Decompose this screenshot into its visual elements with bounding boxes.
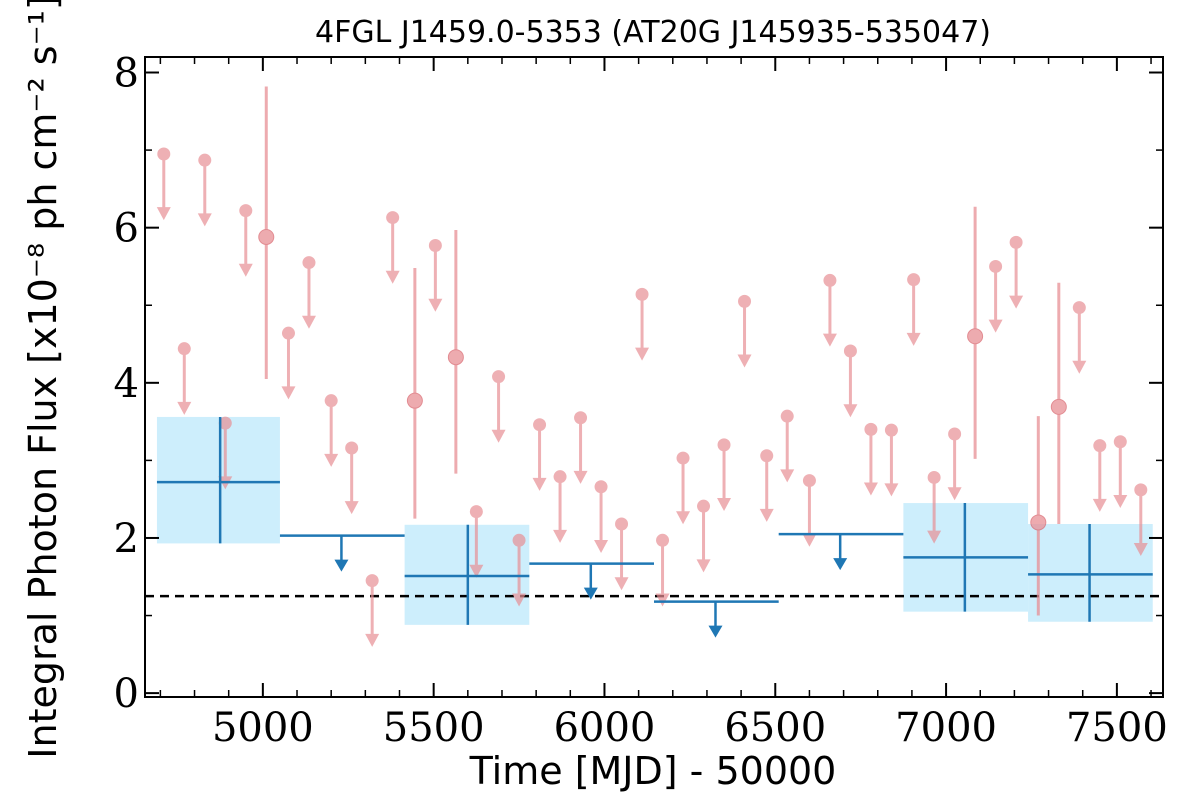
monthly-upper-limit-7 bbox=[324, 394, 339, 467]
monthly-upper-limit-25 bbox=[737, 294, 752, 368]
monthly-upper-limit-34 bbox=[927, 470, 942, 544]
monthly-upper-limit-5 bbox=[281, 326, 296, 400]
y-tick-label-1: 2 bbox=[114, 516, 139, 562]
yearly-upper-limit-3 bbox=[778, 532, 904, 571]
monthly-upper-limit-24 bbox=[717, 438, 732, 512]
monthly-upper-limit-35 bbox=[947, 427, 962, 501]
monthly-upper-limit-33 bbox=[906, 273, 921, 346]
monthly-detection-3 bbox=[967, 206, 984, 459]
x-ticks: 5000 5500 6000 6500 7000 7500 bbox=[159, 57, 1168, 751]
monthly-detection-5 bbox=[1050, 282, 1067, 525]
monthly-upper-limit-29 bbox=[822, 273, 837, 347]
monthly-upper-limit-16 bbox=[553, 470, 568, 543]
monthly-upper-limit-20 bbox=[635, 287, 650, 361]
monthly-detection-4 bbox=[1030, 416, 1047, 616]
monthly-upper-limit-10 bbox=[385, 211, 400, 284]
x-tick-label-5: 7500 bbox=[1066, 705, 1168, 751]
monthly-upper-limit-17 bbox=[573, 411, 588, 484]
monthly-upper-limit-9 bbox=[365, 574, 380, 647]
yearly-detection-0 bbox=[156, 416, 280, 544]
y-tick-label-0: 0 bbox=[114, 671, 139, 717]
monthly-upper-limit-30 bbox=[843, 344, 858, 418]
x-tick-label-2: 6000 bbox=[554, 705, 656, 751]
monthly-upper-limit-38 bbox=[1072, 301, 1087, 374]
yearly-upper-limit-0 bbox=[279, 534, 405, 572]
y-tick-label-2: 4 bbox=[114, 361, 139, 407]
monthly-upper-limit-6 bbox=[301, 256, 316, 329]
monthly-upper-limit-13 bbox=[491, 370, 506, 443]
axes-frame bbox=[144, 56, 1164, 698]
yearly-detection-3 bbox=[1028, 524, 1153, 622]
monthly-upper-limit-8 bbox=[344, 441, 359, 515]
plot-area bbox=[145, 86, 1163, 647]
monthly-upper-limit-0 bbox=[156, 147, 171, 221]
monthly-upper-limit-28 bbox=[802, 474, 817, 547]
monthly-upper-limit-2 bbox=[197, 153, 212, 227]
x-tick-label-0: 5000 bbox=[212, 705, 314, 751]
monthly-detection-1 bbox=[406, 268, 423, 519]
monthly-upper-limit-23 bbox=[696, 499, 711, 573]
monthly-upper-limit-39 bbox=[1092, 439, 1107, 512]
yearly-upper-limit-2 bbox=[654, 600, 779, 638]
monthly-upper-limit-21 bbox=[655, 533, 670, 607]
chart-title: 4FGL J1459.0-5353 (AT20G J145935-535047) bbox=[315, 15, 991, 50]
monthly-upper-limit-32 bbox=[884, 423, 899, 497]
monthly-upper-limit-4 bbox=[238, 204, 253, 277]
y-tick-label-4: 8 bbox=[114, 51, 139, 97]
monthly-detection-2 bbox=[447, 229, 464, 474]
x-axis-label: Time [MJD] - 50000 bbox=[469, 749, 837, 793]
monthly-upper-limit-14 bbox=[512, 533, 527, 607]
monthly-upper-limit-36 bbox=[988, 259, 1003, 333]
monthly-upper-limit-40 bbox=[1113, 435, 1128, 508]
monthly-upper-limit-12 bbox=[469, 505, 484, 578]
yearly-detection-1 bbox=[404, 524, 530, 625]
y-ticks: 0 2 4 6 8 bbox=[114, 51, 1163, 717]
monthly-upper-limit-26 bbox=[759, 449, 774, 522]
monthly-upper-limit-11 bbox=[428, 239, 443, 312]
monthly-upper-limit-31 bbox=[863, 422, 878, 496]
yearly-upper-limit-1 bbox=[529, 562, 654, 600]
x-tick-label-1: 5500 bbox=[383, 705, 485, 751]
x-tick-label-3: 6500 bbox=[724, 705, 826, 751]
x-tick-label-4: 7000 bbox=[895, 705, 997, 751]
monthly-upper-limit-19 bbox=[614, 517, 629, 591]
yearly-band-0 bbox=[156, 416, 280, 544]
monthly-upper-limit-37 bbox=[1009, 235, 1024, 309]
yearly-detection-2 bbox=[903, 503, 1029, 612]
monthly-detection-0 bbox=[258, 86, 275, 379]
monthly-upper-limit-15 bbox=[532, 418, 547, 491]
y-axis-label: Integral Photon Flux [x10⁻⁸ ph cm⁻² s⁻¹] bbox=[21, 0, 65, 759]
monthly-upper-limit-41 bbox=[1133, 483, 1148, 557]
monthly-upper-limit-22 bbox=[676, 451, 691, 525]
y-tick-label-3: 6 bbox=[114, 206, 139, 252]
monthly-upper-limit-27 bbox=[780, 409, 795, 483]
axes: 5000 5500 6000 6500 7000 7500 0 2 4 6 8 bbox=[114, 51, 1168, 751]
monthly-upper-limit-1 bbox=[177, 342, 192, 415]
monthly-upper-limit-18 bbox=[594, 480, 609, 553]
